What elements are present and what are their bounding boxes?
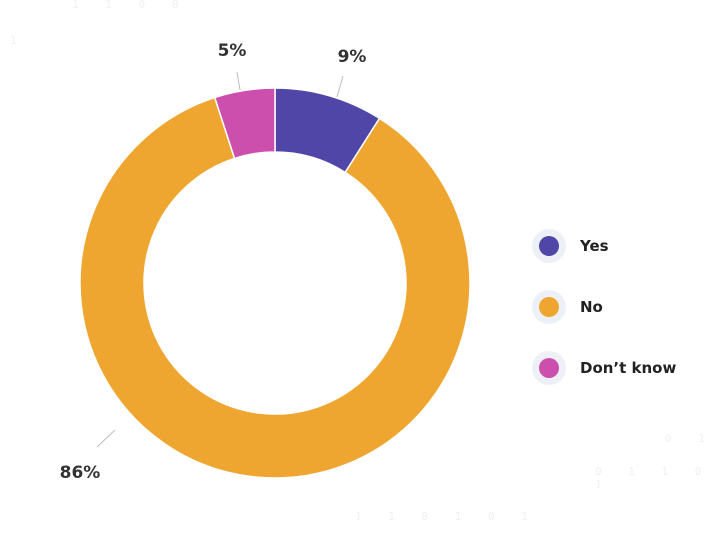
data-labels: 9% 86% 5% — [60, 41, 367, 483]
background-pattern: 1 1 0 0 — [72, 0, 189, 11]
background-pattern: 0 1 1 0 1 — [595, 465, 712, 491]
legend-item-yes: Yes — [532, 228, 676, 263]
legend-item-no: No — [532, 289, 676, 324]
legend-swatch-ring — [532, 228, 566, 263]
slice-don-t-know — [213, 87, 276, 160]
leader-line-don-t-know — [236, 71, 241, 91]
legend-label-dont-know: Don’t know — [580, 358, 677, 377]
background-pattern: 1 1 0 1 0 1 — [355, 510, 538, 523]
legend-label-yes: Yes — [580, 236, 609, 255]
legend-swatch-ring — [532, 350, 566, 385]
legend-swatch-no — [539, 296, 559, 317]
background-pattern: 1 — [10, 34, 27, 47]
legend-swatch-yes — [539, 235, 559, 256]
legend-item-dont-know: Don’t know — [532, 350, 676, 385]
legend-label-no: No — [580, 297, 603, 316]
leader-line-no — [96, 429, 116, 448]
data-label-no: 86% — [60, 463, 101, 483]
background-pattern: 0 1 — [665, 432, 715, 445]
data-label-yes: 9% — [338, 47, 367, 67]
legend-swatch-dont-know — [539, 357, 559, 378]
leader-lines — [96, 71, 344, 448]
leader-line-yes — [336, 75, 344, 98]
legend: Yes No Don’t know — [532, 228, 676, 385]
legend-swatch-ring — [532, 289, 566, 324]
donut-slices — [79, 87, 471, 479]
data-label-don-t-know: 5% — [218, 41, 247, 61]
slice-no — [79, 96, 471, 479]
